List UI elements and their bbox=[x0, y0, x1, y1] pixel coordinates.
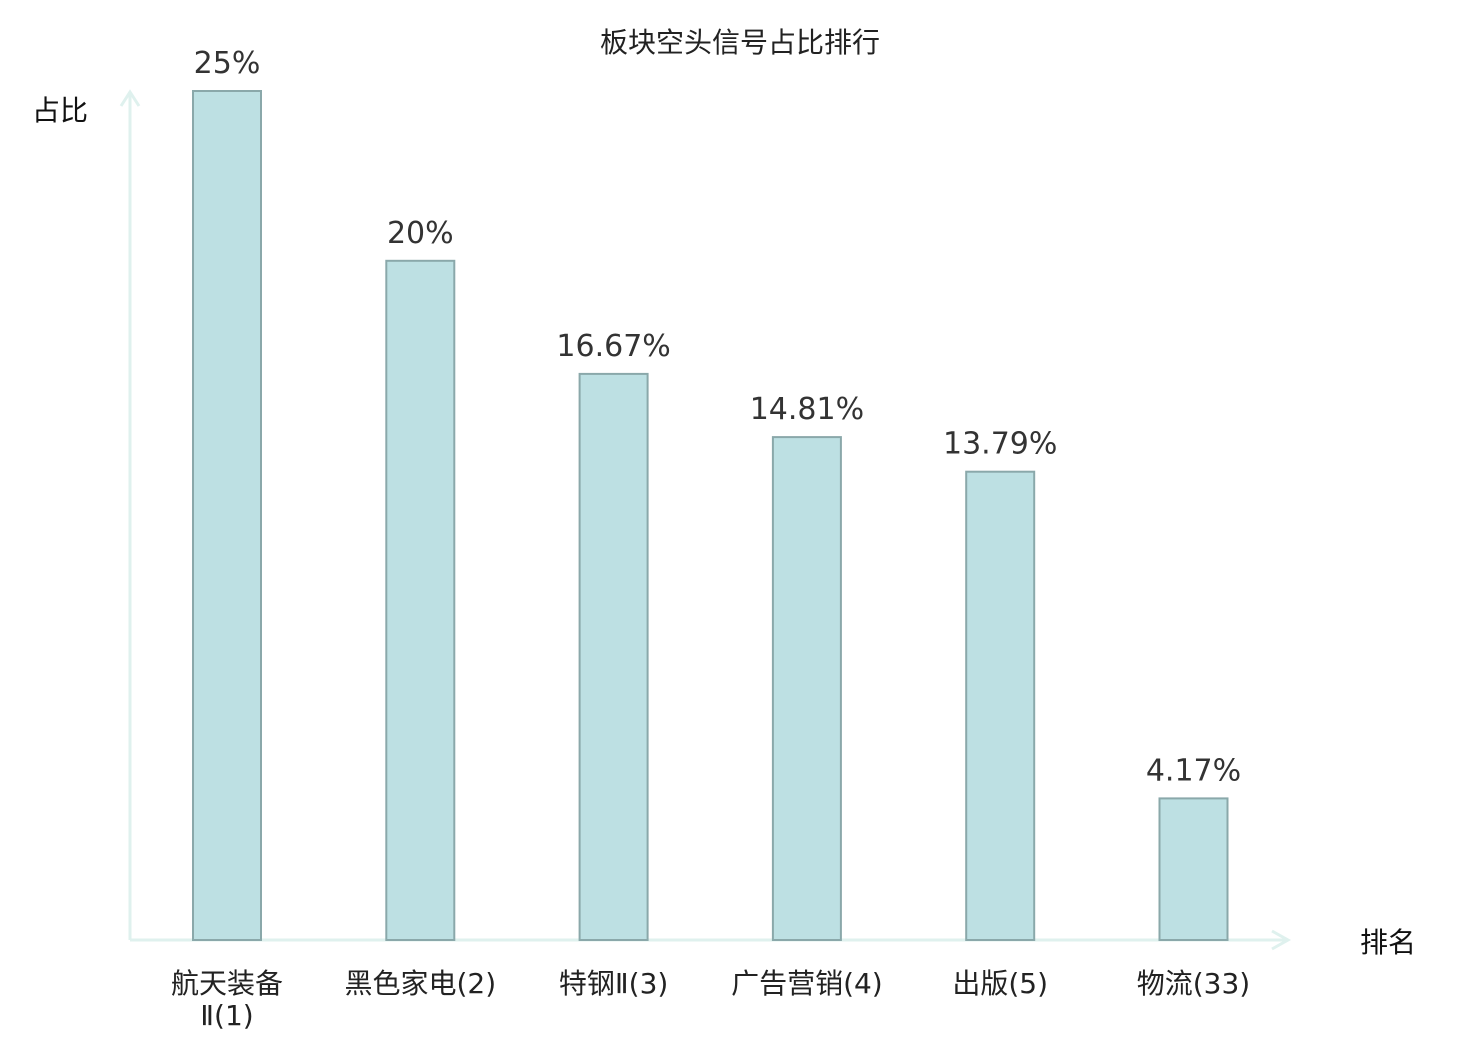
category-label: 出版(5) bbox=[952, 967, 1048, 1000]
value-label: 13.79% bbox=[943, 427, 1057, 462]
axes bbox=[119, 89, 1292, 951]
value-label: 16.67% bbox=[556, 329, 670, 364]
category-label: 黑色家电(2) bbox=[344, 967, 496, 1000]
bar bbox=[578, 372, 649, 941]
value-label: 4.17% bbox=[1146, 753, 1241, 788]
bar bbox=[771, 436, 842, 941]
category-label: 特钢Ⅱ(3) bbox=[559, 967, 668, 1000]
x-axis-label: 排名 bbox=[1360, 926, 1416, 959]
value-label: 14.81% bbox=[750, 392, 864, 427]
category-label: 航天装备 bbox=[171, 967, 283, 1000]
chart-title: 板块空头信号占比排行 bbox=[600, 26, 880, 59]
bars bbox=[192, 90, 1229, 942]
value-label: 20% bbox=[387, 216, 454, 251]
y-axis-arrow bbox=[119, 89, 141, 107]
category-label-line2: Ⅱ(1) bbox=[200, 999, 253, 1032]
category-label: 广告营销(4) bbox=[731, 967, 883, 1000]
value-label: 25% bbox=[194, 46, 261, 81]
bar bbox=[965, 470, 1036, 941]
bar bbox=[385, 259, 456, 941]
bar bbox=[1158, 797, 1229, 942]
category-label: 物流(33) bbox=[1137, 967, 1250, 1000]
value-labels: 25% 20% 16.67% 14.81% 13.79% 4.17% bbox=[194, 46, 1242, 788]
x-axis-arrow bbox=[1271, 929, 1292, 951]
y-axis-label: 占比 bbox=[32, 94, 88, 127]
bar bbox=[192, 90, 262, 941]
